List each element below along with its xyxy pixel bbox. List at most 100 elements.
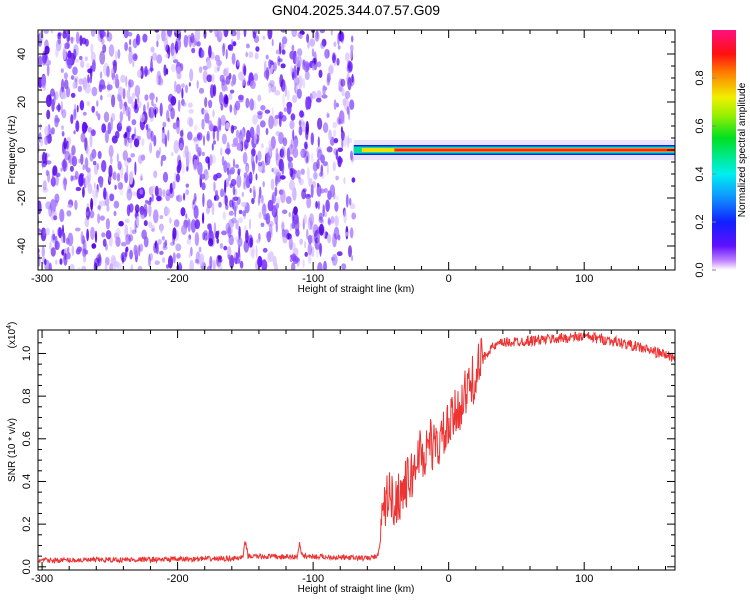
noise-blob [175,37,182,51]
noise-blob [127,106,131,116]
noise-blob [87,126,93,133]
noise-blob [187,37,191,44]
noise-blob [59,208,65,223]
noise-blob [87,74,90,84]
noise-blob [44,258,47,266]
noise-blob [44,45,50,55]
noise-blob [327,234,332,244]
noise-blob [199,253,205,266]
noise-blob [221,230,227,236]
noise-blob [290,139,293,150]
noise-blob [50,30,54,34]
noise-blob [175,83,182,94]
noise-blob [280,220,285,231]
noise-blob [80,132,86,143]
y-tick-label: 20 [16,96,28,108]
noise-blob [105,218,110,230]
noise-blob [157,239,162,245]
y-tick-label: 40 [16,48,28,60]
noise-blob [257,112,263,120]
noise-blob [202,212,205,224]
noise-blob [113,263,116,270]
noise-blob [216,237,219,244]
noise-blob [274,169,281,176]
noise-blob [78,174,84,187]
noise-blob [281,222,285,232]
noise-blob [254,52,259,60]
noise-blob [161,129,166,143]
noise-blob [317,136,320,148]
noise-blob [53,215,58,221]
noise-blob [212,109,215,118]
noise-blob [274,90,281,96]
noise-blob [91,243,97,249]
noise-blob [144,94,149,101]
noise-blob [220,188,225,198]
noise-blob [211,202,215,216]
noise-blob [218,201,222,208]
noise-blob [64,150,70,161]
noise-blob [332,121,338,129]
noise-blob [288,212,291,218]
noise-blob [321,38,327,47]
noise-blob [84,180,91,188]
noise-blob [59,258,63,265]
noise-blob [94,230,98,243]
noise-blob [193,205,199,220]
noise-blob [139,113,145,123]
noise-blob [128,78,131,92]
noise-blob [82,186,85,198]
noise-blob [306,228,309,240]
noise-blob [208,123,214,132]
bottom-xlabel: Height of straight line (km) [298,584,415,595]
noise-blob [282,231,288,244]
noise-blob [252,31,256,39]
noise-blob [309,92,313,103]
noise-blob [78,158,81,164]
y-multiplier-base: (x10 [7,328,18,348]
noise-blob [48,205,53,217]
noise-blob [151,193,154,202]
noise-blob [292,255,299,265]
colorbar-tick-label: 0.4 [694,166,706,181]
noise-blob [298,125,303,136]
noise-blob [234,205,237,218]
noise-blob [77,267,82,270]
noise-blob [291,44,295,52]
noise-blob [304,70,310,81]
noise-blob [324,211,328,217]
noise-blob [175,66,182,79]
noise-blob [289,120,295,130]
y-tick-label: -40 [16,238,28,254]
noise-blob [349,203,356,210]
noise-blob [154,185,159,197]
noise-blob [321,94,328,99]
noise-blob [148,203,152,217]
noise-blob [311,234,315,244]
noise-blob [64,180,67,192]
noise-blob [282,93,285,108]
noise-blob [86,101,91,107]
noise-blob [142,33,148,43]
noise-blob [93,262,98,270]
noise-blob [145,124,149,131]
noise-blob [103,111,110,123]
noise-blob [255,173,258,181]
noise-blob [347,77,352,91]
noise-blob [204,174,209,179]
noise-blob [255,46,260,52]
noise-blob [219,91,224,106]
noise-blob [323,188,328,193]
noise-blob [238,96,244,103]
noise-blob [57,33,62,45]
noise-blob [298,120,302,126]
noise-blob [111,94,116,108]
x-tick-label: -300 [31,273,53,285]
noise-blob [260,105,266,111]
noise-blob [271,106,274,119]
noise-blob [182,101,187,107]
noise-blob [213,140,216,145]
noise-blob [108,164,113,178]
noise-blob [62,232,66,244]
